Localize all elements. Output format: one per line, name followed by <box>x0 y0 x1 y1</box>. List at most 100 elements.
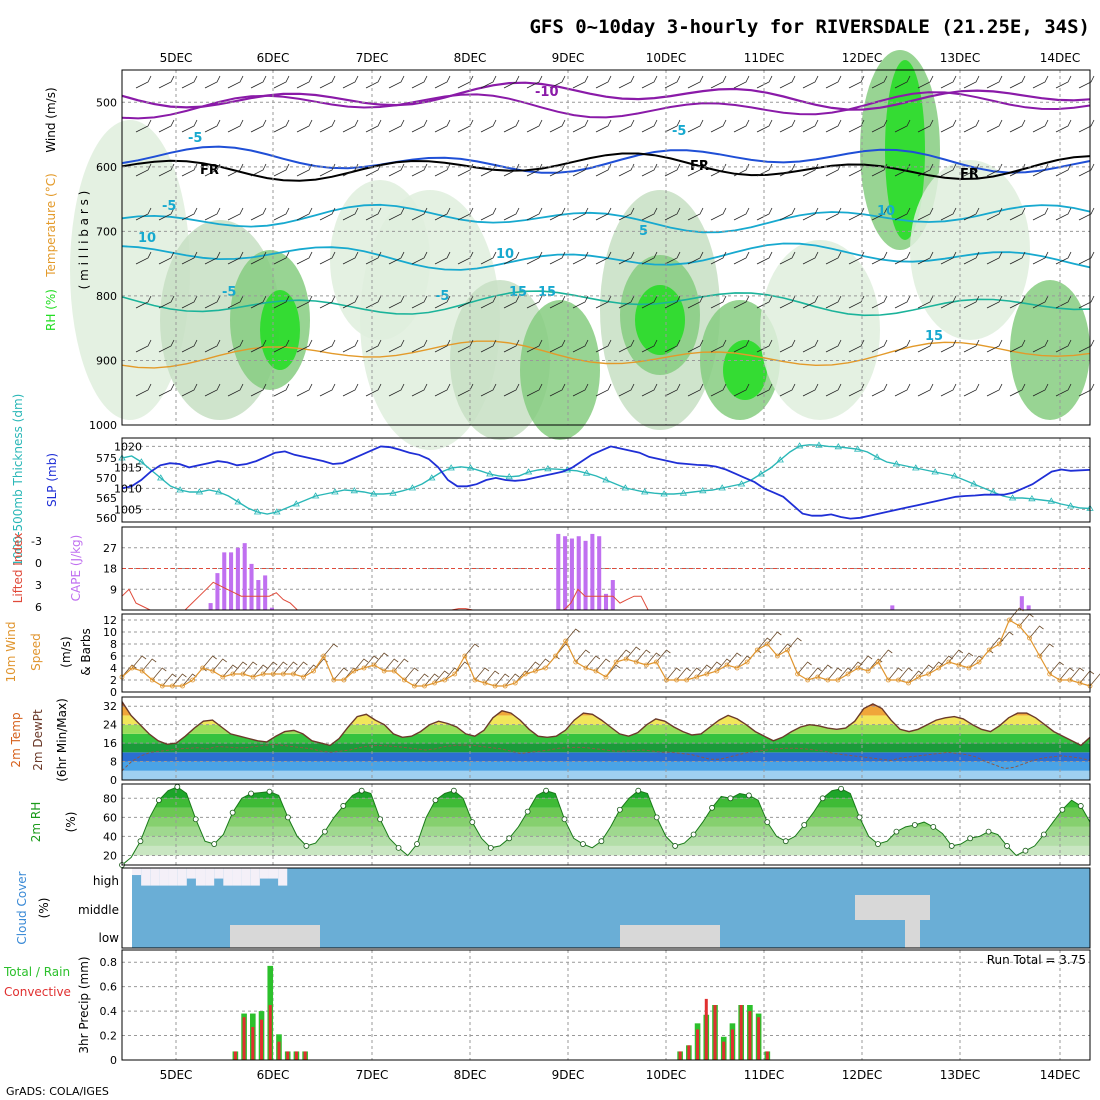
wind-barb <box>1069 667 1085 681</box>
wind-barb <box>917 207 934 221</box>
rh-point <box>709 804 715 811</box>
cloud-high-block <box>150 868 160 886</box>
thickness-point <box>544 465 552 472</box>
wind-barb <box>940 383 957 397</box>
wind-barb <box>526 119 543 133</box>
thickness-point <box>795 442 804 449</box>
wind-barb <box>464 643 480 657</box>
series-slp-line <box>121 445 1091 520</box>
wind-barb <box>756 637 772 651</box>
ytick-label: 0 <box>110 686 117 699</box>
cape-bar <box>256 580 261 610</box>
wind-barb <box>894 339 911 353</box>
wind-barb <box>388 383 405 397</box>
wind-barb <box>1032 251 1049 265</box>
wind-barb <box>917 383 934 397</box>
wind-barb <box>802 163 819 177</box>
rh-shading <box>70 120 190 420</box>
thickness-point <box>641 488 649 495</box>
thickness-point <box>873 453 881 460</box>
wind-barb <box>388 251 405 265</box>
wind-speed-point <box>1077 680 1083 686</box>
wind-barb <box>474 667 490 681</box>
wind-barb <box>726 652 742 666</box>
wind-barb <box>917 163 934 177</box>
precip-convective-bar <box>678 1051 682 1060</box>
ytick-label: 80 <box>103 792 117 805</box>
wind-speed-point <box>976 659 982 665</box>
ytick-label: 60 <box>103 811 117 824</box>
cape-bar <box>242 543 247 610</box>
date-label-top: 12DEC <box>842 51 882 65</box>
wind-barb <box>480 251 497 265</box>
wind-barb <box>687 207 704 221</box>
wind-barb <box>158 295 175 309</box>
wind-barb <box>158 339 175 353</box>
wind-speed-point <box>180 683 185 689</box>
wind-barb <box>877 649 893 663</box>
wind-barb <box>894 295 911 309</box>
rh-point <box>893 828 900 835</box>
wind-barb <box>182 673 197 687</box>
wind-barb <box>666 667 681 681</box>
precip-convective-bar <box>713 1005 717 1060</box>
ytick-left: 570 <box>96 472 117 485</box>
wind-barb <box>363 655 379 669</box>
wind-barb <box>526 163 543 177</box>
contour-label: 15 <box>509 285 527 300</box>
wind-barb <box>595 207 612 221</box>
ytick-label: 0.2 <box>100 1030 118 1043</box>
wind-barb <box>618 75 635 89</box>
wind-barb <box>526 207 543 221</box>
wind-barb <box>319 295 336 309</box>
wind-speed-point <box>321 653 327 659</box>
wind-barb <box>779 119 796 133</box>
wind-barb <box>687 163 704 177</box>
rh-point <box>192 816 199 823</box>
wind-barb <box>802 251 819 265</box>
wind-speed-point <box>220 674 226 680</box>
ytick-left: 560 <box>96 512 117 525</box>
wind-barb <box>575 649 590 663</box>
wind-barb <box>756 295 773 309</box>
wind-barb <box>296 251 313 265</box>
wind-barb <box>595 658 611 672</box>
ytick-left: 0 <box>35 557 42 570</box>
wind-barb <box>1032 339 1049 353</box>
wind-barb <box>227 75 244 89</box>
wind-barb <box>342 75 359 89</box>
wind-barb <box>121 664 137 678</box>
wind-barb <box>342 251 359 265</box>
wind-barb <box>894 207 911 221</box>
wind-barb <box>526 75 543 89</box>
wind-barb <box>135 295 152 309</box>
wind-barb <box>802 295 819 309</box>
wind-speed-point <box>301 674 306 680</box>
wind-barb <box>434 670 449 684</box>
wind-barb <box>158 75 175 89</box>
wind-barb <box>227 163 244 177</box>
rh-point <box>1004 843 1010 849</box>
precip-ylabels: Total / Rain Convective 3hr Precip (mm) <box>3 956 91 1053</box>
wind-barb <box>1078 163 1095 177</box>
cloud-high-blocks <box>132 868 288 886</box>
wind-barb <box>411 251 428 265</box>
ytick-label: 16 <box>103 737 117 750</box>
ylabel-part: (6hr Min/Max) <box>55 698 69 782</box>
wind-barb <box>641 339 658 353</box>
wind-barb <box>656 649 671 663</box>
run-total-label: Run Total = 3.75 <box>987 953 1086 967</box>
rh-point <box>211 841 218 847</box>
wind-barb <box>503 295 520 309</box>
ytick-right: 1020 <box>114 440 142 453</box>
wind-barb <box>1009 295 1026 309</box>
wind-barb <box>1009 607 1024 621</box>
wind-barb <box>365 251 382 265</box>
wind-speed-point <box>724 662 730 668</box>
wind-barb <box>963 119 980 133</box>
wind-barb <box>848 251 865 265</box>
wind-barb <box>296 383 313 397</box>
wind-barb <box>1078 251 1095 265</box>
wind-barb <box>273 75 290 89</box>
wind-barb <box>807 667 822 681</box>
